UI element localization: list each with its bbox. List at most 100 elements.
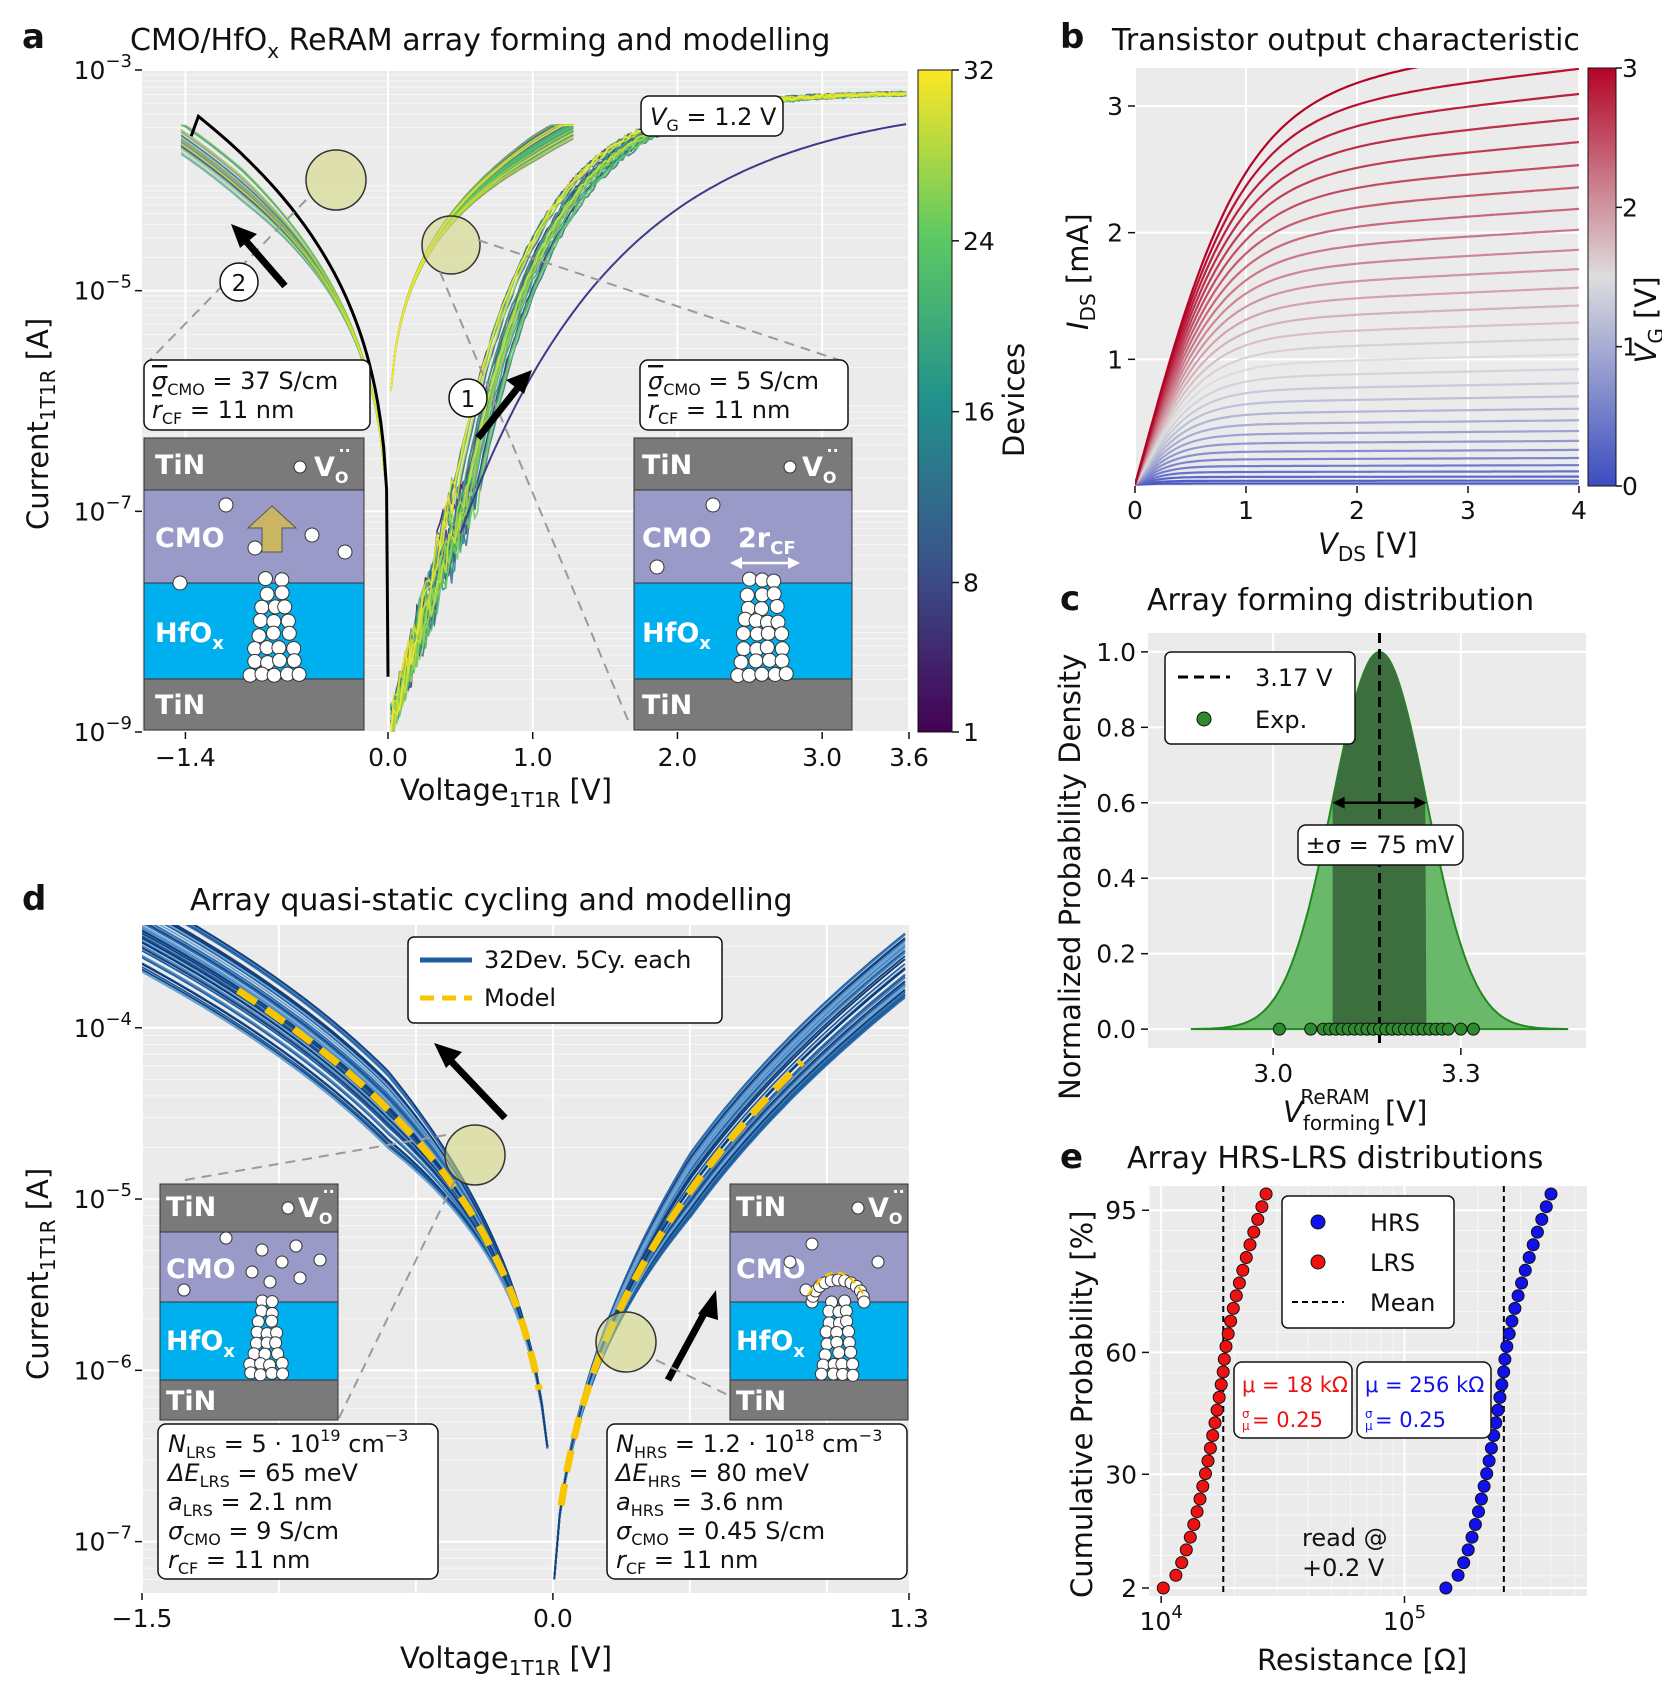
panel-b-xlabel-unit: [V] bbox=[1366, 527, 1418, 561]
param-value: = 2.1 nm bbox=[213, 1488, 333, 1516]
panel-a-left-sigma-val: = 37 S/cm bbox=[205, 367, 338, 395]
hrs-point bbox=[1502, 1327, 1516, 1341]
lrs-point bbox=[1193, 1492, 1207, 1506]
panel-d-left-bottom-tin bbox=[159, 1379, 339, 1421]
param-sub: HRS bbox=[648, 1472, 681, 1491]
panel-d-ylabel-unit: [A] bbox=[21, 1168, 55, 1220]
output-curve bbox=[1135, 286, 1579, 486]
param-symbol: N bbox=[616, 1430, 634, 1458]
param-line: aLRS = 2.1 nm bbox=[168, 1488, 333, 1520]
panel-a-xlabel-main: Voltage bbox=[400, 773, 509, 807]
x-tick-label: 0 bbox=[1127, 496, 1143, 525]
panel-a-right-rcf-arrowhead-right bbox=[788, 557, 800, 569]
panel-a-arrow-forming bbox=[475, 382, 523, 441]
panel-a-ylabel: Current1T1R [A] bbox=[21, 318, 60, 530]
panel-c-sigma-label: ±σ = 75 mV bbox=[1306, 831, 1455, 859]
y-tick-label-base: 10 bbox=[74, 1528, 106, 1557]
panel-a-right-vo-sup: ·· bbox=[827, 441, 839, 460]
y-tick-label: 10−3 bbox=[74, 51, 132, 85]
hrs-point bbox=[1457, 1556, 1471, 1570]
panel-a-right-rcf-arrowhead-left bbox=[730, 557, 742, 569]
panel-a-left-tin-top-label: TiN bbox=[155, 450, 205, 481]
colorbar-tick-label: 1 bbox=[1622, 333, 1638, 362]
panel-e-title: Array HRS-LRS distributions bbox=[1127, 1141, 1543, 1176]
cycle-curve-negative bbox=[142, 954, 549, 1449]
panel-a-title: CMO/HfOx ReRAM array forming and modelli… bbox=[130, 23, 830, 63]
panel-a-left-vo-label: VO ·· bbox=[314, 441, 351, 487]
y-tick-label: 1.0 bbox=[1096, 638, 1136, 667]
output-curve bbox=[1135, 456, 1579, 486]
panel-a-right-tin-top-label: TiN bbox=[642, 450, 692, 481]
vacancy bbox=[741, 667, 757, 683]
vacancy bbox=[766, 586, 782, 602]
vacancy bbox=[219, 1231, 233, 1245]
panel-b-xlabel: VDS [V] bbox=[1318, 527, 1418, 566]
param-value: = 9 S/cm bbox=[221, 1517, 339, 1545]
vacancy bbox=[274, 585, 290, 601]
panel-a-zoom-line-2 bbox=[439, 271, 631, 726]
panel-a-right-rcf: rCF = 11 nm bbox=[648, 396, 790, 428]
vacancy bbox=[705, 497, 721, 513]
panel-b-curves bbox=[1135, 68, 1579, 486]
panel-a-ylabel-main: Current bbox=[21, 421, 55, 530]
output-curve bbox=[1135, 464, 1579, 486]
panel-a-left-stack: TiN CMO HfOx TiN VO ·· bbox=[143, 437, 365, 731]
panel-a-left-growth-arrow bbox=[246, 505, 298, 553]
exp-point bbox=[1454, 1022, 1468, 1036]
panel-d-zoom-circle-hrs bbox=[595, 1311, 657, 1373]
y-tick-label: 10−6 bbox=[74, 1351, 132, 1385]
panel-d-legend-model-label: Model bbox=[484, 984, 556, 1012]
lrs-point bbox=[1251, 1212, 1265, 1226]
panel-e-legend-hrs-label: HRS bbox=[1370, 1209, 1420, 1237]
colorbar-tick-label: 16 bbox=[963, 398, 995, 427]
y-tick-label: 2 bbox=[1121, 1574, 1137, 1603]
y-tick-label: 0.6 bbox=[1096, 789, 1136, 818]
x-tick-label: 1.0 bbox=[513, 743, 553, 772]
vacancy bbox=[247, 641, 263, 657]
vacancy bbox=[177, 1283, 191, 1297]
panel-d-right-vo-label: VO ·· bbox=[868, 1182, 905, 1228]
vacancy bbox=[805, 1237, 819, 1251]
param-sub: LRS bbox=[183, 1501, 213, 1520]
y-tick-label-base: 10 bbox=[74, 56, 106, 85]
panel-d-ylabel: Current1T1R [A] bbox=[21, 1168, 60, 1380]
panel-a-right-sigma: σCMO = 5 S/cm bbox=[648, 367, 819, 399]
vacancy bbox=[245, 1265, 259, 1279]
panel-a-left-vo-main: V bbox=[314, 452, 335, 483]
output-curve bbox=[1135, 68, 1579, 485]
hrs-point bbox=[1497, 1365, 1511, 1379]
lrs-point bbox=[1219, 1340, 1233, 1353]
panel-c-xlabel-sup: ReRAM bbox=[1300, 1085, 1369, 1109]
vacancy bbox=[265, 1314, 279, 1328]
param-symbol: N bbox=[168, 1430, 186, 1458]
panel-b-ylabel-unit: [mA] bbox=[1061, 213, 1095, 293]
vacancy bbox=[289, 1239, 303, 1253]
panel-b-colorbar-label-sub: G bbox=[1644, 328, 1662, 344]
y-tick-label-base: 10 bbox=[74, 1356, 106, 1385]
panel-e-points bbox=[1156, 1186, 1558, 1596]
panel-d-arrowhead-reset bbox=[434, 1043, 462, 1068]
y-tick-label-exp: −3 bbox=[105, 51, 132, 72]
vacancy bbox=[774, 626, 790, 642]
vacancy bbox=[313, 1253, 327, 1267]
x-tick-label: 1.3 bbox=[889, 1604, 929, 1633]
param-value: = 11 nm bbox=[646, 1546, 758, 1574]
panel-a-right-cmo bbox=[633, 489, 853, 584]
panel-a-vg-symbol: V bbox=[650, 103, 668, 131]
panel-a-right-param-box bbox=[639, 359, 849, 431]
param-symbol: ΔE bbox=[166, 1459, 200, 1487]
panel-e-lrs-cv-den: μ bbox=[1242, 1419, 1250, 1433]
param-value: = 0.45 S/cm bbox=[669, 1517, 825, 1545]
panel-d-left-vo-sub: O bbox=[319, 1209, 333, 1228]
lrs-point bbox=[1243, 1238, 1257, 1252]
panel-b-colorbar-label-main: V bbox=[1629, 342, 1662, 364]
colorbar-tick-label: 8 bbox=[963, 569, 979, 598]
x-tick-label: 4 bbox=[1571, 496, 1587, 525]
vacancy bbox=[739, 587, 755, 603]
x-tick-label: 0.0 bbox=[533, 1604, 573, 1633]
panel-b-ylabel-sub: DS bbox=[1076, 293, 1100, 321]
panel-d-zoom-line-2 bbox=[337, 1179, 456, 1421]
output-curve bbox=[1135, 304, 1579, 486]
panel-d-right-top-tin bbox=[729, 1183, 909, 1233]
lrs-point bbox=[1255, 1200, 1269, 1214]
